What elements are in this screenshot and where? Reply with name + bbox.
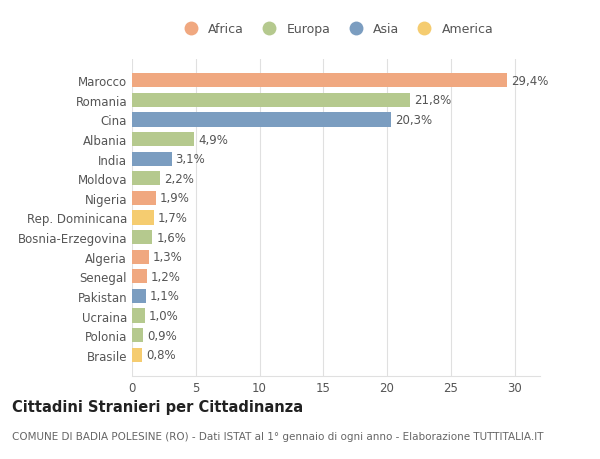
Text: 3,1%: 3,1% [175,153,205,166]
Text: 1,0%: 1,0% [149,309,178,322]
Text: COMUNE DI BADIA POLESINE (RO) - Dati ISTAT al 1° gennaio di ogni anno - Elaboraz: COMUNE DI BADIA POLESINE (RO) - Dati IST… [12,431,544,442]
Bar [132,309,145,323]
Text: 20,3%: 20,3% [395,114,432,127]
Bar [132,289,146,303]
Text: 4,9%: 4,9% [198,133,228,146]
Bar [132,74,507,88]
Text: 2,2%: 2,2% [164,173,194,185]
Bar [132,172,160,186]
Bar [132,269,148,284]
Text: 1,7%: 1,7% [157,212,187,224]
Text: 0,9%: 0,9% [148,329,177,342]
Bar [132,328,143,342]
Bar [132,348,142,362]
Bar [132,94,410,108]
Bar [132,113,391,127]
Legend: Africa, Europa, Asia, America: Africa, Europa, Asia, America [173,18,499,41]
Text: Cittadini Stranieri per Cittadinanza: Cittadini Stranieri per Cittadinanza [12,399,303,414]
Bar [132,133,194,147]
Text: 1,1%: 1,1% [150,290,180,303]
Bar [132,152,172,166]
Text: 21,8%: 21,8% [414,94,451,107]
Bar [132,211,154,225]
Text: 29,4%: 29,4% [511,75,548,88]
Bar [132,250,149,264]
Text: 1,2%: 1,2% [151,270,181,283]
Text: 1,6%: 1,6% [156,231,186,244]
Bar [132,230,152,245]
Text: 1,3%: 1,3% [152,251,182,263]
Bar [132,191,156,206]
Text: 1,9%: 1,9% [160,192,190,205]
Text: 0,8%: 0,8% [146,348,176,361]
